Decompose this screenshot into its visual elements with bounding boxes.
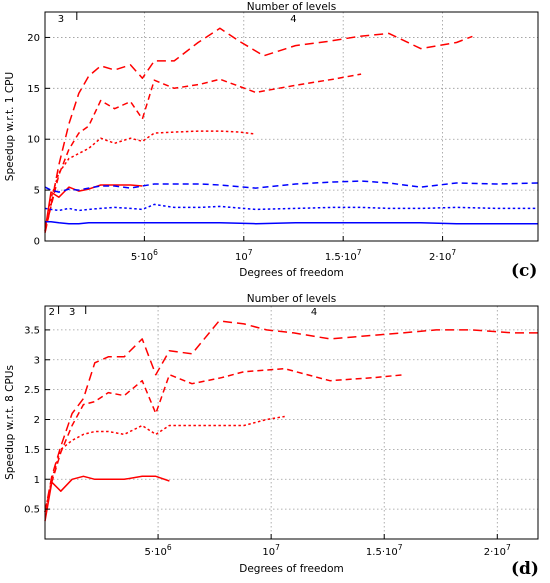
y-tick-label: 5 (34, 186, 40, 197)
y-axis-title: Speedup w.r.t. 1 CPU (4, 72, 16, 181)
series-line-4 (44, 475, 170, 522)
level-label: 4 (311, 307, 317, 318)
series-line-3 (44, 415, 285, 513)
level-label: 3 (69, 307, 75, 318)
series-line-2 (44, 367, 405, 513)
y-tick-label: 3.5 (24, 325, 40, 336)
x-tick-label: 107 (262, 543, 280, 558)
x-tick-label: 5·106 (145, 543, 172, 558)
series-line-1 (44, 27, 473, 234)
series-line-5 (44, 180, 539, 193)
plot-frame (44, 11, 539, 242)
y-tick-label: 10 (27, 135, 40, 146)
y-axis-title: Speedup w.r.t. 8 CPUs (4, 365, 16, 480)
series-line-3 (44, 130, 256, 231)
x-axis-title: Degrees of freedom (239, 563, 344, 575)
top-axis-title: Number of levels (247, 293, 336, 305)
x-tick-label: 2·107 (484, 543, 511, 558)
x-tick-label: 1.5·107 (325, 248, 362, 263)
top-axis-title: Number of levels (247, 1, 336, 13)
y-tick-label: 1 (34, 475, 40, 486)
level-label: 4 (290, 14, 296, 25)
panel-label: (d) (511, 559, 539, 579)
series-line-1 (44, 320, 538, 513)
y-tick-label: 0 (34, 237, 40, 248)
x-axis-title: Degrees of freedom (239, 267, 344, 279)
x-tick-label: 1.5·107 (366, 543, 403, 558)
series-line-6 (44, 203, 538, 212)
y-tick-label: 0.5 (24, 505, 40, 516)
series-line-4 (44, 184, 143, 231)
level-label: 3 (58, 14, 64, 25)
y-tick-label: 3 (34, 355, 40, 366)
y-tick-label: 1.5 (24, 445, 40, 456)
panel-label: (c) (511, 261, 537, 281)
chart-panel-2: 5·106 107 1.5·107 2·107 0.5 1 1.5 2 2.5 3 3.5 2 3 4 Nu… (4, 293, 539, 579)
level-label: 2 (49, 307, 55, 318)
series-line-2 (44, 73, 362, 232)
x-tick-label: 2·107 (429, 248, 456, 263)
series-line-7 (45, 220, 538, 225)
x-tick-label: 107 (235, 248, 253, 263)
y-tick-label: 15 (27, 84, 40, 95)
plot-frame (44, 305, 539, 540)
y-tick-label: 20 (27, 33, 40, 44)
y-tick-label: 2 (34, 415, 40, 426)
x-tick-label: 5·106 (131, 248, 158, 263)
y-tick-label: 2.5 (24, 385, 40, 396)
